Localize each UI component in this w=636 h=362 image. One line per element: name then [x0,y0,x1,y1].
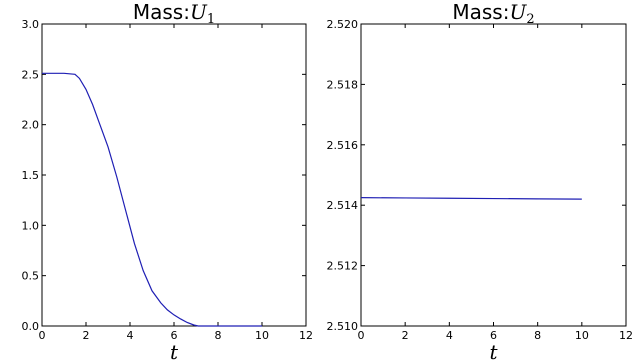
y-tick-label: 2.510 [327,320,359,333]
plot-frame [360,23,627,327]
x-tick-label: 2 [402,329,409,342]
x-tick-label: 6 [490,329,497,342]
chart-title-prefix: Mass: [133,0,190,24]
chart-title-subscript: 2 [526,12,534,27]
x-tick-label: 6 [171,329,178,342]
series-line [360,197,582,200]
y-tick-label: 2.518 [327,78,359,91]
y-tick-label: 2.5 [22,68,40,81]
chart-title-variable: U [190,0,208,24]
y-tick-label: 1.0 [22,219,40,232]
series-line [42,72,262,327]
x-tick-label: 8 [215,329,222,342]
x-tick-label: 12 [619,329,633,342]
y-tick-label: 2.512 [327,260,359,273]
x-tick-label: 8 [534,329,541,342]
y-tick-label: 2.516 [327,139,359,152]
y-tick-label: 2.520 [327,18,359,31]
x-tick-label: 10 [255,329,269,342]
y-tick-label: 3.0 [22,18,40,31]
y-tick-label: 1.5 [22,169,40,182]
chart-title: Mass:U1 [133,0,215,27]
chart-title-subscript: 1 [207,12,215,27]
plot-frame [41,23,307,327]
x-tick-label: 0 [39,329,46,342]
chart-panel-2: 0 2 4 6 8 10 12 2.510 2.512 2.514 2.516 2.518 2.520 M… [327,0,634,362]
x-tick-label: 0 [358,329,365,342]
chart-title: Mass:U2 [452,0,534,27]
x-tick-label: 2 [83,329,90,342]
x-tick-label: 10 [575,329,589,342]
chart-panel-1: 0 2 4 6 8 10 12 0.0 0.5 1.0 1.5 2.0 2.5 3.0 Mass:U1 t [22,0,314,362]
x-tick-label: 12 [299,329,313,342]
y-tick-label: 0.0 [22,320,40,333]
x-tick-label: 4 [127,329,134,342]
y-tick-label: 2.0 [22,119,40,132]
x-axis-label: t [489,340,498,362]
y-tick-label: 2.514 [327,199,359,212]
x-tick-label: 4 [446,329,453,342]
x-axis-label: t [170,340,179,362]
chart-title-variable: U [509,0,527,24]
y-tick-label: 0.5 [22,270,40,283]
chart-title-prefix: Mass: [452,0,509,24]
